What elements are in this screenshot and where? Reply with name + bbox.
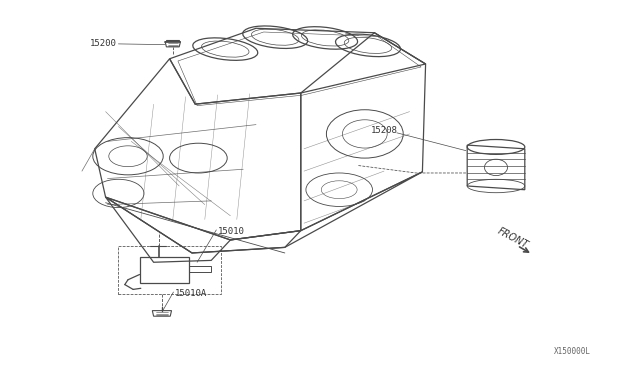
Text: 15200: 15200 — [90, 39, 116, 48]
Text: 15208: 15208 — [371, 126, 398, 135]
Text: 15010A: 15010A — [175, 289, 207, 298]
Text: X150000L: X150000L — [554, 347, 591, 356]
Text: 15010: 15010 — [218, 227, 244, 236]
Text: FRONT: FRONT — [496, 226, 530, 250]
